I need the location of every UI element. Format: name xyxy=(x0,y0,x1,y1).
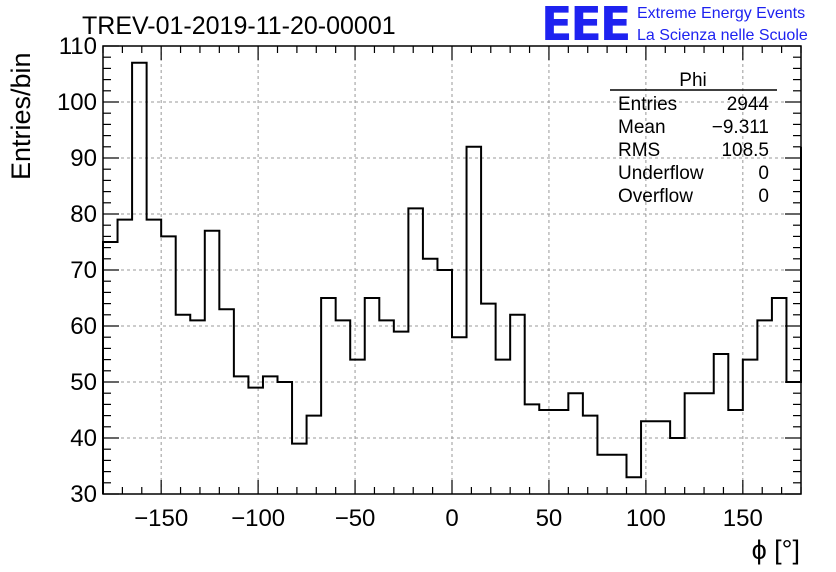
histogram-bin xyxy=(336,320,351,494)
histogram-bin xyxy=(307,416,322,494)
histogram-bin xyxy=(583,416,598,494)
stats-value: 0 xyxy=(758,186,769,207)
x-tick-label: 50 xyxy=(536,505,563,532)
histogram-bin xyxy=(656,421,671,494)
histogram-bin xyxy=(757,320,772,494)
histogram-bin xyxy=(176,315,191,494)
y-tick-label: 100 xyxy=(57,89,97,116)
histogram-bin xyxy=(772,298,787,494)
histogram-bin xyxy=(423,259,438,494)
histogram-bin xyxy=(714,354,729,494)
histogram-bin xyxy=(161,236,176,494)
histogram-bin xyxy=(118,220,133,494)
y-tick-label: 60 xyxy=(70,313,97,340)
histogram-bin xyxy=(437,270,452,494)
histogram-bin xyxy=(292,444,307,494)
histogram-bin xyxy=(743,360,758,494)
histogram-bin xyxy=(685,393,700,494)
histogram-bin xyxy=(263,376,278,494)
x-tick-label: 150 xyxy=(723,505,763,532)
histogram-bin xyxy=(481,304,496,494)
histogram-bin xyxy=(394,332,409,494)
histogram-bin xyxy=(205,231,220,494)
x-tick-label: 100 xyxy=(626,505,666,532)
histogram-bin xyxy=(190,320,205,494)
histogram-bin xyxy=(539,410,554,494)
y-tick-label: 90 xyxy=(70,145,97,172)
histogram-bin xyxy=(627,477,642,494)
stats-label: Mean xyxy=(618,117,666,138)
y-tick-label: 70 xyxy=(70,257,97,284)
histogram-bin xyxy=(147,220,162,494)
stats-box: Phi Entries 2944 Mean −9.311 RMS 108.5 Underfl… xyxy=(610,70,777,207)
x-tick-label: −100 xyxy=(231,505,285,532)
stats-value: 2944 xyxy=(727,94,770,115)
histogram-bin xyxy=(103,242,118,494)
y-axis-label: Entries/bin xyxy=(6,52,36,180)
histogram-bin xyxy=(278,382,293,494)
histogram-bin xyxy=(219,309,234,494)
x-tick-label: −150 xyxy=(134,505,188,532)
x-axis-label: ϕ [°] xyxy=(752,535,800,565)
y-tick-labels: 30 40 50 60 70 80 90 100 110 xyxy=(57,33,97,508)
histogram-bin xyxy=(350,360,365,494)
histogram-bin xyxy=(525,404,540,494)
y-tick-label: 30 xyxy=(70,481,97,508)
histogram-bin xyxy=(554,410,569,494)
stats-label: RMS xyxy=(618,140,660,161)
histogram-bin xyxy=(248,388,263,494)
y-tick-label: 40 xyxy=(70,425,97,452)
chart-title: TREV-01-2019-11-20-00001 xyxy=(82,12,396,40)
axis-ticks xyxy=(102,45,802,495)
histogram-bin xyxy=(699,393,714,494)
stats-label: Underflow xyxy=(618,163,704,184)
stats-label: Entries xyxy=(618,94,677,115)
histogram-bin xyxy=(234,376,249,494)
histogram-outline xyxy=(102,61,802,494)
histogram-bin xyxy=(408,208,423,494)
y-tick-label: 80 xyxy=(70,201,97,228)
histogram-bin xyxy=(510,315,525,494)
logo-line-1: Extreme Energy Events xyxy=(637,5,805,22)
stats-rows: Entries 2944 Mean −9.311 RMS 108.5 Underflow 0 O… xyxy=(618,94,769,207)
histogram-bin xyxy=(728,410,743,494)
histogram-bin xyxy=(365,298,380,494)
stats-label: Overflow xyxy=(618,186,693,207)
stats-title: Phi xyxy=(679,70,706,91)
logo-letters: EEE xyxy=(541,0,629,51)
histogram-bin xyxy=(467,147,482,494)
histogram-bin xyxy=(670,438,685,494)
x-tick-label: −50 xyxy=(335,505,376,532)
histogram-bin xyxy=(132,63,147,494)
histogram-bin xyxy=(597,455,612,494)
logo-line-2: La Scienza nelle Scuole xyxy=(637,27,808,44)
stats-value: −9.311 xyxy=(712,117,769,138)
histogram-bin xyxy=(379,320,394,494)
histogram-bin xyxy=(612,455,627,494)
y-tick-label: 110 xyxy=(59,33,97,60)
histogram-bin xyxy=(321,298,336,494)
histogram-bin xyxy=(452,337,467,494)
x-tick-label: 0 xyxy=(445,505,458,532)
stats-value: 108.5 xyxy=(721,140,769,161)
stats-value: 0 xyxy=(758,163,769,184)
histogram-bin xyxy=(496,360,511,494)
y-tick-label: 50 xyxy=(70,369,97,396)
x-tick-labels: −150 −100 −50 0 50 100 150 xyxy=(134,505,763,532)
histogram-bin xyxy=(641,421,656,494)
histogram-bin xyxy=(568,393,583,494)
eee-logo: EEE Extreme Energy Events La Scienza nel… xyxy=(541,0,808,51)
